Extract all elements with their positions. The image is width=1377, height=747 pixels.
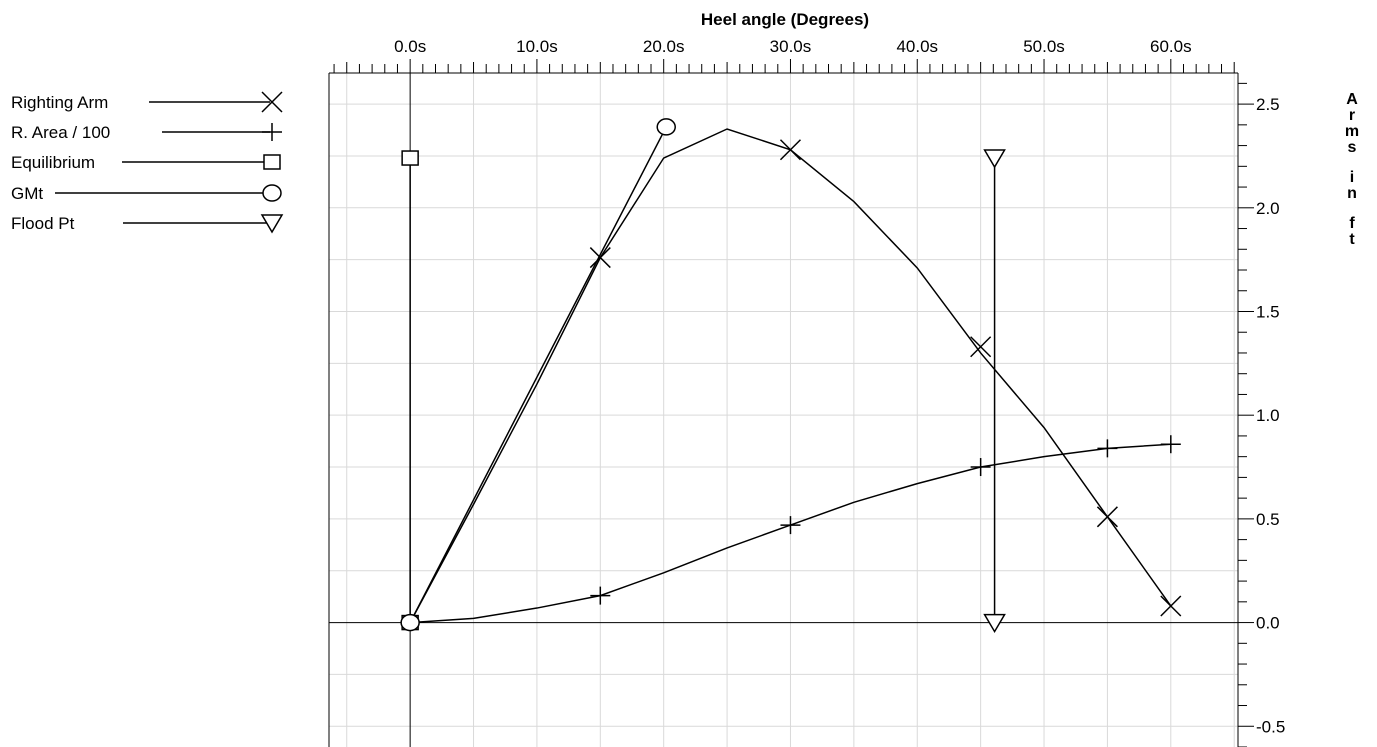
- x-tick-label: 50.0s: [1023, 37, 1065, 56]
- legend-label: GMt: [11, 184, 43, 203]
- data-point-righting-arm: [970, 336, 992, 358]
- data-point-gmt: [656, 118, 676, 136]
- legend-label: R. Area / 100: [11, 123, 110, 142]
- y-tick-label: 0.5: [1256, 510, 1280, 529]
- y-tick-label: 1.0: [1256, 406, 1280, 425]
- y-axis-label-letter: n: [1347, 185, 1357, 202]
- y-axis-label-letter: s: [1348, 139, 1357, 156]
- x-tick-label: 20.0s: [643, 37, 685, 56]
- y-axis-label-letter: t: [1349, 231, 1355, 248]
- y-axis-label-letter: r: [1349, 107, 1355, 124]
- x-tick-label: 30.0s: [770, 37, 812, 56]
- legend-entry-equilibrium: Equilibrium: [11, 153, 281, 172]
- chart-title: Heel angle (Degrees): [701, 10, 869, 29]
- legend-marker: [262, 184, 282, 202]
- legend: Righting Arm R. Area / 100 Equilibrium GMt F…: [11, 91, 284, 234]
- y-tick-label: 1.5: [1256, 302, 1280, 321]
- data-point-righting-arm: [1096, 506, 1118, 528]
- y-axis-label-letter: m: [1345, 123, 1359, 140]
- data-point-righting-arm: [779, 139, 802, 161]
- series-group: [400, 118, 1182, 634]
- y-axis-label-letter: f: [1349, 215, 1355, 232]
- x-tick-label: 60.0s: [1150, 37, 1192, 56]
- y-tick-label: 2.5: [1256, 95, 1280, 114]
- y-axis-label-letter: A: [1346, 91, 1358, 108]
- legend-marker: [263, 154, 281, 170]
- legend-marker: [260, 214, 284, 234]
- x-tick-label: 0.0s: [394, 37, 426, 56]
- y-tick-label: 0.0: [1256, 614, 1280, 633]
- legend-entry-flood-pt: Flood Pt: [11, 214, 284, 234]
- data-point-gmt: [400, 613, 420, 632]
- legend-marker: [261, 91, 283, 113]
- x-tick-label: 10.0s: [516, 37, 558, 56]
- y-tick-label: 2.0: [1256, 199, 1280, 218]
- series-line-gmt: [409, 126, 667, 623]
- legend-label: Flood Pt: [11, 214, 75, 233]
- series-righting-arm: [409, 128, 1182, 623]
- series-r-area-100: [410, 435, 1181, 624]
- legend-entry-r-area-100: R. Area / 100: [11, 123, 282, 142]
- data-point-righting-arm: [1160, 595, 1182, 617]
- legend-entry-righting-arm: Righting Arm: [11, 91, 283, 113]
- series-gmt: [400, 118, 676, 632]
- data-point-equilibrium: [401, 150, 419, 166]
- legend-label: Righting Arm: [11, 93, 108, 112]
- x-tick-label: 40.0s: [896, 37, 938, 56]
- data-point-flood-pt: [983, 149, 1006, 169]
- data-point-flood-pt: [983, 613, 1006, 634]
- series-flood-pt: [983, 149, 1006, 634]
- y-tick-label: -0.5: [1256, 717, 1285, 736]
- legend-label: Equilibrium: [11, 153, 95, 172]
- axes: 0.0s 10.0s 20.0s 30.0s 40.0s 50.0s 60.0s 2.5 2.0…: [328, 37, 1285, 747]
- grid: [329, 73, 1238, 747]
- data-point-righting-arm: [589, 247, 611, 269]
- y-axis-label-letter: i: [1350, 169, 1354, 186]
- series-equilibrium: [401, 150, 419, 631]
- legend-entry-gmt: GMt: [11, 184, 282, 203]
